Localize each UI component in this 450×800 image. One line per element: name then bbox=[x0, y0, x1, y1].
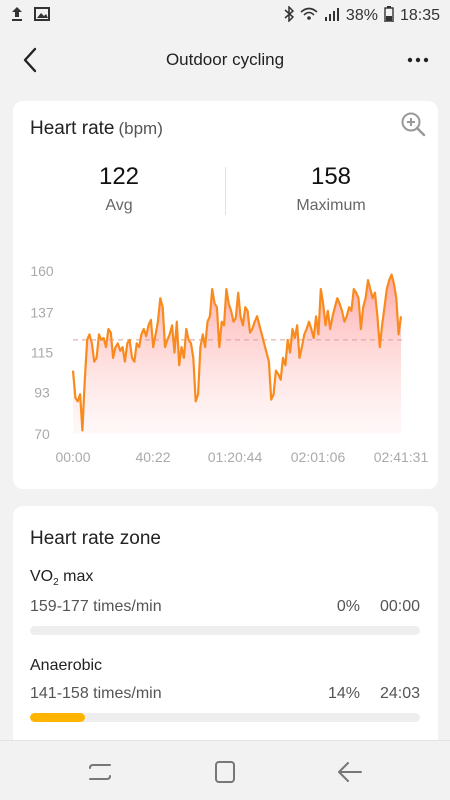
y-tick-label: 93 bbox=[34, 384, 50, 400]
avg-value: 122 bbox=[98, 163, 140, 190]
back-arrow-icon[interactable] bbox=[16, 44, 44, 76]
battery-percent: 38% bbox=[345, 7, 378, 24]
zone-name-text: VO bbox=[30, 568, 54, 585]
max-label: Maximum bbox=[296, 197, 366, 214]
y-tick-label: 160 bbox=[30, 263, 54, 279]
zone-progress-track bbox=[30, 626, 420, 636]
heart-rate-label: Heart rate bbox=[30, 118, 115, 139]
zone-anaerobic: Anaerobic 141-158 times/min 14% 24:03 bbox=[30, 657, 420, 722]
avg-label: Avg bbox=[105, 197, 133, 214]
heart-rate-zone-card: Heart rate zone VO2 max 159-177 times/mi… bbox=[13, 506, 438, 756]
stat-divider bbox=[225, 167, 226, 215]
avg-stat: 122 Avg bbox=[13, 163, 225, 215]
app-bar: Outdoor cycling bbox=[0, 32, 450, 88]
heart-rate-card: Heart rate (bpm) 122 Avg 158 Maximum 160 1… bbox=[13, 101, 438, 489]
zone-name-subscript: 2 bbox=[53, 577, 59, 589]
zone-range: 141-158 times/min bbox=[30, 685, 162, 702]
heart-rate-unit: (bpm) bbox=[118, 119, 163, 138]
x-tick-label: 40:22 bbox=[135, 449, 170, 465]
back-icon[interactable] bbox=[336, 759, 364, 785]
image-icon bbox=[34, 6, 50, 27]
zone-percent: 0% bbox=[336, 598, 360, 616]
zone-progress-fill bbox=[30, 713, 85, 722]
zone-time: 24:03 bbox=[379, 685, 420, 702]
heart-rate-line bbox=[71, 273, 403, 432]
max-value: 158 bbox=[310, 163, 352, 190]
zone-title: Heart rate zone bbox=[30, 528, 161, 549]
zone-vo2max: VO2 max 159-177 times/min 0% 00:00 bbox=[30, 568, 420, 636]
x-tick-label: 01:20:44 bbox=[208, 449, 263, 465]
recent-apps-icon[interactable] bbox=[86, 759, 114, 785]
clock: 18:35 bbox=[399, 7, 440, 24]
page-title: Outdoor cycling bbox=[165, 50, 285, 69]
navigation-bar bbox=[0, 740, 450, 800]
wifi-icon bbox=[300, 7, 318, 26]
upload-icon bbox=[10, 6, 24, 27]
x-tick-label: 02:41:31 bbox=[374, 449, 429, 465]
x-tick-label: 00:00 bbox=[55, 449, 90, 465]
zone-range: 159-177 times/min bbox=[30, 598, 162, 616]
heart-rate-chart[interactable]: 160 137 115 93 70 00:00 40:22 01:20:44 02:01:06 0… bbox=[13, 251, 438, 471]
y-tick-label: 115 bbox=[31, 345, 54, 361]
zone-percent: 14% bbox=[327, 685, 360, 702]
zoom-in-icon[interactable] bbox=[400, 111, 426, 137]
y-tick-label: 137 bbox=[30, 305, 54, 321]
zone-name-suffix: max bbox=[58, 568, 94, 585]
zone-name: VO2 max bbox=[30, 568, 420, 588]
bluetooth-icon bbox=[284, 4, 295, 27]
more-dots-icon[interactable] bbox=[404, 48, 432, 72]
zone-progress-track bbox=[30, 713, 420, 722]
battery-icon bbox=[384, 5, 394, 27]
max-stat: 158 Maximum bbox=[225, 163, 437, 215]
heart-rate-area bbox=[73, 274, 401, 434]
home-icon[interactable] bbox=[212, 759, 240, 785]
y-tick-label: 70 bbox=[34, 426, 50, 442]
heart-rate-title: Heart rate (bpm) bbox=[30, 118, 163, 140]
zone-name: Anaerobic bbox=[30, 657, 420, 675]
signal-icon bbox=[324, 7, 340, 26]
status-bar: 38% 18:35 bbox=[0, 0, 450, 32]
x-tick-label: 02:01:06 bbox=[291, 449, 346, 465]
zone-name-text: Anaerobic bbox=[30, 657, 103, 674]
zone-time: 00:00 bbox=[379, 598, 420, 616]
